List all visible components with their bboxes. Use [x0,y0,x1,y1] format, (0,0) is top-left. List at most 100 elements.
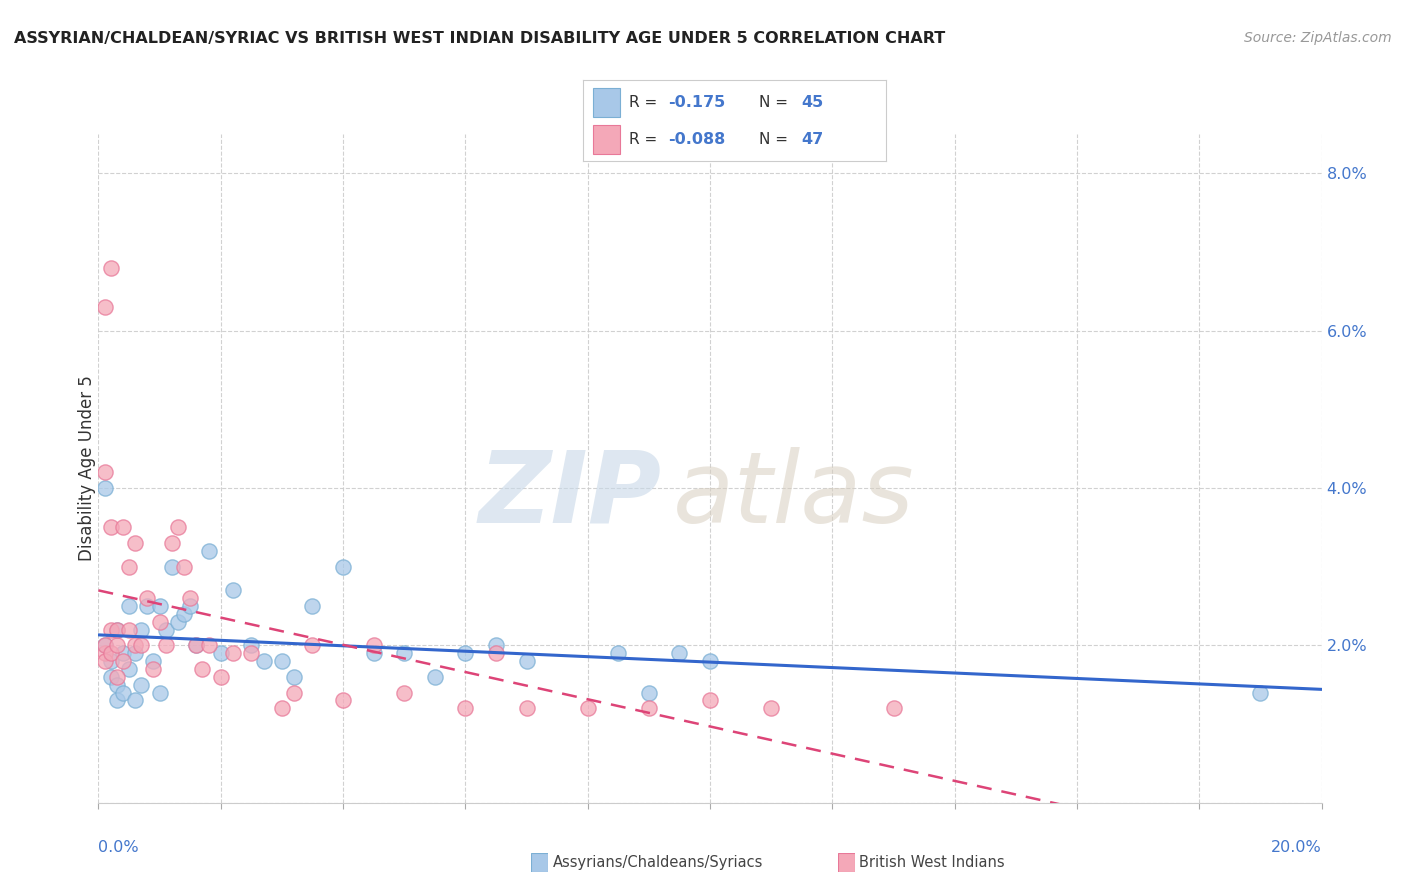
Text: 47: 47 [801,132,824,147]
Point [759,701,782,715]
Point [516,701,538,715]
Point [155,639,177,653]
Point [167,615,190,629]
Point [118,662,141,676]
Text: ZIP: ZIP [478,447,661,543]
Text: R =: R = [628,95,662,111]
Point [607,646,630,660]
Point [186,639,208,653]
Point [209,670,232,684]
Point [155,623,177,637]
Point [222,646,245,660]
Point [136,591,159,606]
Point [392,685,416,699]
Point [160,536,183,550]
Text: 20.0%: 20.0% [1271,839,1322,855]
Point [423,670,446,684]
Text: N =: N = [759,132,793,147]
Point [111,654,134,668]
Point [105,623,128,637]
Point [516,654,538,668]
Point [167,520,190,534]
Point [100,623,122,637]
Point [105,678,128,692]
Point [301,599,323,613]
Point [179,591,201,606]
Point [100,520,122,534]
Text: atlas: atlas [673,447,915,543]
Text: Assyrians/Chaldeans/Syriacs: Assyrians/Chaldeans/Syriacs [553,855,763,870]
Point [105,623,128,637]
Text: ASSYRIAN/CHALDEAN/SYRIAC VS BRITISH WEST INDIAN DISABILITY AGE UNDER 5 CORRELATI: ASSYRIAN/CHALDEAN/SYRIAC VS BRITISH WEST… [14,31,945,46]
Point [1249,685,1271,699]
Point [118,599,141,613]
Point [252,654,274,668]
Point [124,693,146,707]
Point [283,685,305,699]
Point [124,639,146,653]
Point [270,654,292,668]
Point [197,639,219,653]
Point [129,623,152,637]
Text: -0.088: -0.088 [668,132,725,147]
Point [93,465,115,479]
Point [637,685,661,699]
Point [363,646,385,660]
Point [209,646,232,660]
Point [124,646,146,660]
Point [186,639,208,653]
Point [668,646,690,660]
Point [105,693,128,707]
Point [240,639,263,653]
Text: British West Indians: British West Indians [859,855,1005,870]
Point [111,646,134,660]
Point [118,559,141,574]
Text: N =: N = [759,95,793,111]
Point [363,639,385,653]
Point [93,646,115,660]
Point [576,701,599,715]
Point [332,559,354,574]
Point [124,536,146,550]
Point [149,615,172,629]
Point [136,599,159,613]
Point [270,701,292,715]
FancyBboxPatch shape [592,88,620,117]
Point [173,559,195,574]
Point [173,607,195,621]
Point [118,623,141,637]
Point [142,662,165,676]
Point [105,639,128,653]
Point [485,646,508,660]
Point [637,701,661,715]
Point [100,670,122,684]
FancyBboxPatch shape [592,125,620,154]
Point [883,701,905,715]
Point [240,646,263,660]
Text: Source: ZipAtlas.com: Source: ZipAtlas.com [1244,31,1392,45]
Point [699,654,721,668]
Point [392,646,416,660]
Point [454,646,477,660]
Point [129,639,152,653]
Point [93,639,115,653]
Point [222,583,245,598]
Point [93,639,115,653]
Point [301,639,323,653]
Point [142,654,165,668]
Point [149,599,172,613]
Point [111,685,134,699]
Text: 45: 45 [801,95,824,111]
Point [179,599,201,613]
Point [160,559,183,574]
Text: R =: R = [628,132,662,147]
Text: -0.175: -0.175 [668,95,725,111]
Point [129,678,152,692]
Point [454,701,477,715]
Point [111,520,134,534]
Y-axis label: Disability Age Under 5: Disability Age Under 5 [79,376,96,561]
Point [699,693,721,707]
Point [191,662,214,676]
Point [100,260,122,275]
Point [93,300,115,314]
